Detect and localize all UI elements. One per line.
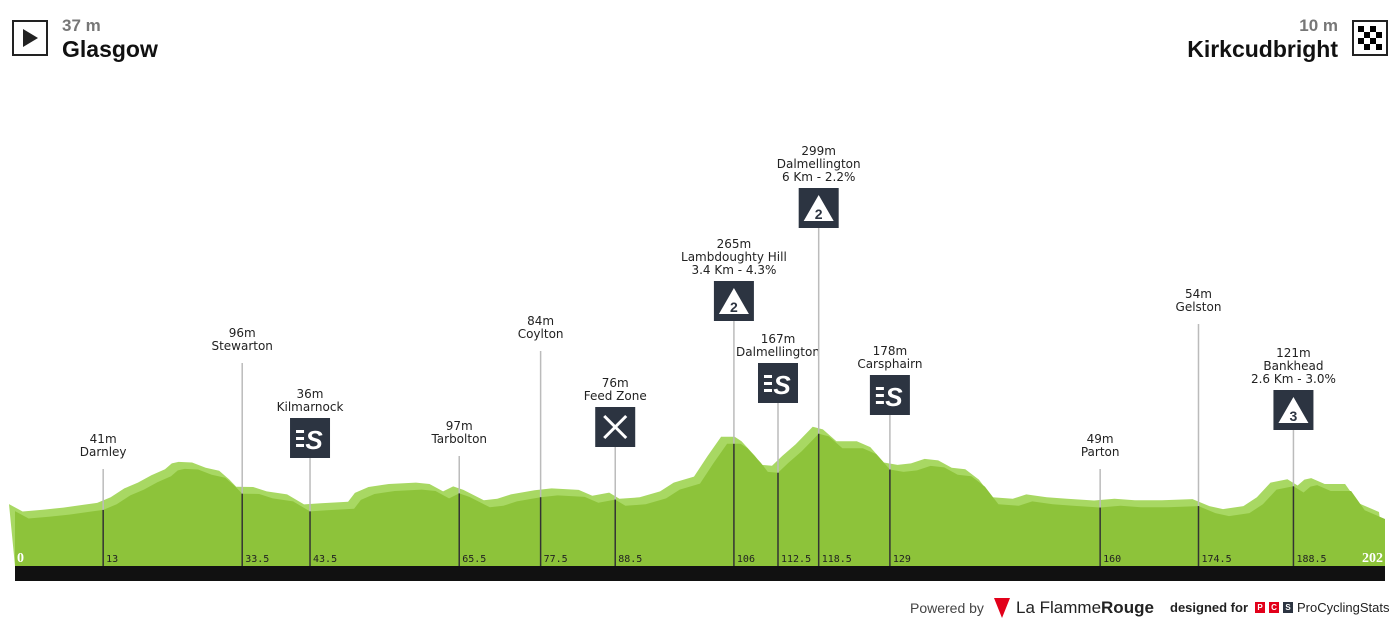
point-alt: 36m <box>297 387 324 401</box>
la-flamme-rouge-logo[interactable]: La FlammeRouge <box>994 598 1154 618</box>
finish-city: Kirkcudbright <box>1187 36 1338 62</box>
pcs-name: ProCyclingStats <box>1297 600 1390 615</box>
point-alt: 49m <box>1087 432 1114 446</box>
point-name: Feed Zone <box>584 389 647 403</box>
km-tick-label: 106 <box>737 554 755 565</box>
powered-by-label: Powered by <box>910 600 984 616</box>
point-name: Dalmellington <box>777 157 861 171</box>
point-alt: 178m <box>873 344 908 358</box>
profile-base-bar <box>15 566 1385 581</box>
km-tick-label: 65.5 <box>462 554 486 565</box>
sprint-icon: S <box>869 375 910 415</box>
climb-cat-2-icon: 2 <box>798 188 839 228</box>
start-altitude: 37 m <box>62 16 101 35</box>
lfr-text-a: La Flamme <box>1016 598 1102 617</box>
point-alt: 265m <box>717 237 752 251</box>
play-icon <box>12 20 48 56</box>
flamme-rouge-icon <box>994 598 1010 618</box>
point-alt: 97m <box>446 419 473 433</box>
km-tick-label: 129 <box>893 554 911 565</box>
km-tick-label: 174.5 <box>1201 554 1231 565</box>
feed-zone-icon <box>595 407 636 447</box>
designed-for-label: designed for <box>1170 600 1249 615</box>
point-alt: 121m <box>1276 346 1311 360</box>
pcs-logo[interactable]: P C S ProCyclingStats <box>1255 600 1389 615</box>
km-tick-label: 160 <box>1103 554 1121 565</box>
pcs-badge-p: P <box>1255 602 1265 613</box>
svg-text:S: S <box>885 382 903 412</box>
point-alt: 84m <box>527 314 554 328</box>
climb-cat-3-icon: 3 <box>1273 390 1314 430</box>
point-name: Parton <box>1081 445 1120 459</box>
km-tick-label: 33.5 <box>245 554 269 565</box>
km-tick-label: 88.5 <box>618 554 642 565</box>
checkered-flag-icon <box>1352 20 1388 56</box>
point-alt: 41m <box>90 432 117 446</box>
point-name: Darnley <box>80 445 127 459</box>
point-alt: 76m <box>602 376 629 390</box>
point-alt: 54m <box>1185 287 1212 301</box>
stage-finish: 10 m Kirkcudbright <box>1187 16 1388 62</box>
point-name: Dalmellington <box>736 345 820 359</box>
svg-text:S: S <box>305 425 323 455</box>
km-start-label: 0 <box>17 551 24 566</box>
point-alt: 96m <box>229 326 256 340</box>
svg-text:3: 3 <box>1290 408 1298 424</box>
point-name: Kilmarnock <box>277 400 344 414</box>
point-name: Stewarton <box>211 339 272 353</box>
km-tick-label: 188.5 <box>1296 554 1326 565</box>
sprint-icon: S <box>757 363 798 403</box>
stage-start: 37 m Glasgow <box>12 16 158 62</box>
km-end-label: 202 <box>1362 551 1383 566</box>
point-name: Tarbolton <box>430 432 487 446</box>
point-name: Lambdoughty Hill <box>681 250 787 264</box>
svg-text:2: 2 <box>730 299 738 315</box>
climb-cat-2-icon: 2 <box>713 281 754 321</box>
point-name: Gelston <box>1176 300 1222 314</box>
svg-text:S: S <box>773 370 791 400</box>
footer: Powered by La FlammeRouge designed for P… <box>0 598 1400 620</box>
pcs-badge-c: C <box>1269 602 1279 613</box>
point-alt: 299m <box>801 144 836 158</box>
lfr-text-b: Rouge <box>1101 598 1154 617</box>
km-tick-label: 118.5 <box>822 554 852 565</box>
km-tick-label: 13 <box>106 554 118 565</box>
profile-area <box>15 433 1385 566</box>
point-name: Coylton <box>518 327 564 341</box>
km-tick-label: 77.5 <box>544 554 568 565</box>
point-name: Bankhead <box>1263 359 1323 373</box>
pcs-badge-s: S <box>1283 602 1293 613</box>
km-tick-label: 112.5 <box>781 554 811 565</box>
point-name: Carsphairn <box>857 357 922 371</box>
sprint-icon: S <box>290 418 331 458</box>
svg-text:2: 2 <box>815 206 823 222</box>
point-alt: 167m <box>761 332 796 346</box>
point-detail: 6 Km - 2.2% <box>782 170 855 184</box>
point-detail: 2.6 Km - 3.0% <box>1251 372 1336 386</box>
start-city: Glasgow <box>62 36 158 62</box>
point-detail: 3.4 Km - 4.3% <box>691 263 776 277</box>
finish-altitude: 10 m <box>1299 16 1338 35</box>
km-tick-label: 43.5 <box>313 554 337 565</box>
